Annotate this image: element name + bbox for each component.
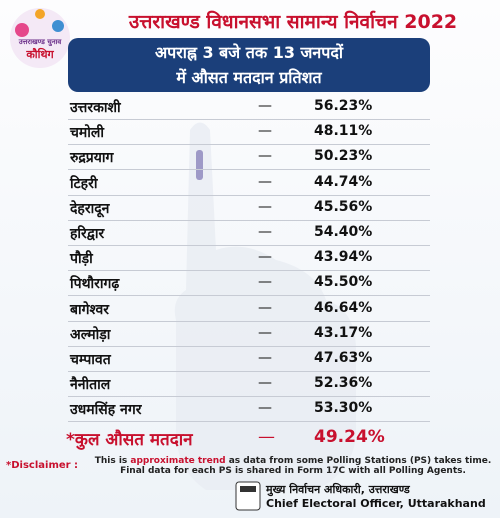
district: उधमसिंह नगर xyxy=(70,402,142,419)
turnout: 50.23% xyxy=(314,148,373,165)
separator: — xyxy=(258,148,272,165)
turnout: 52.36% xyxy=(314,375,373,392)
turnout: 43.17% xyxy=(314,324,373,341)
district: रुद्रप्रयाग xyxy=(70,150,114,167)
turnout: 47.63% xyxy=(314,350,373,366)
separator: — xyxy=(258,274,272,291)
turnout: 56.23% xyxy=(314,98,373,114)
separator: — xyxy=(258,350,272,366)
text: as data from some Polling Stations (PS) … xyxy=(225,456,492,466)
separator: — xyxy=(258,224,272,240)
table-row: देहरादून — 45.56% xyxy=(68,196,430,221)
district: अल्मोड़ा xyxy=(70,326,111,343)
table-row: पिथौरागढ़ — 45.50% xyxy=(68,271,430,297)
turnout: 46.64% xyxy=(314,299,373,316)
banner: अपराह्न 3 बजे तक 13 जनपदों में औसत मतदान… xyxy=(68,38,430,92)
district: पौड़ी xyxy=(70,251,93,268)
title: उत्तराखण्ड विधानसभा सामान्य निर्वाचन 202… xyxy=(128,11,458,33)
turnout: 45.56% xyxy=(314,198,373,215)
disclaimer-line: This is approximate trend as data from s… xyxy=(88,456,498,466)
logo-text: उत्तराखण्ड चुनाव xyxy=(18,38,62,46)
footer: मुख्य निर्वाचन अधिकारी, उत्तराखण्ड Chief… xyxy=(266,482,486,510)
table-row: बागेश्वर — 46.64% xyxy=(68,297,430,322)
separator: — xyxy=(258,98,272,114)
footer-hindi: मुख्य निर्वाचन अधिकारी, उत्तराखण्ड xyxy=(266,483,410,496)
district: हरिद्वार xyxy=(70,226,105,242)
separator: — xyxy=(258,249,272,266)
table-row: टिहरी — 44.74% xyxy=(68,171,430,196)
separator: — xyxy=(258,400,272,417)
turnout: 48.11% xyxy=(314,123,373,140)
table-row: चमोली — 48.11% xyxy=(68,120,430,146)
footer-english: Chief Electoral Officer, Uttarakhand xyxy=(266,497,486,510)
turnout: 54.40% xyxy=(314,224,373,240)
district: बागेश्वर xyxy=(70,301,109,318)
turnout: 53.30% xyxy=(314,400,373,417)
separator: — xyxy=(258,299,272,316)
table-row: उत्तरकाशी — 56.23% xyxy=(68,95,430,120)
table-row: नैनीताल — 52.36% xyxy=(68,372,430,398)
turnout: 43.94% xyxy=(314,249,373,266)
logo-text: कौथिग xyxy=(26,48,54,61)
total-row: *कुल औसत मतदान — 49.24% xyxy=(66,424,430,450)
turnout: 45.50% xyxy=(314,274,373,291)
separator: — xyxy=(258,375,272,392)
table-row: रुद्रप्रयाग — 50.23% xyxy=(68,145,430,171)
separator: — xyxy=(258,427,275,447)
total-label: *कुल औसत मतदान xyxy=(66,430,193,450)
district: चम्पावत xyxy=(70,352,111,368)
disclaimer-label: *Disclaimer : xyxy=(6,460,79,471)
total-turnout: 49.24% xyxy=(314,427,385,447)
emphasis: approximate trend xyxy=(130,456,226,466)
district: देहरादून xyxy=(70,200,110,217)
banner-line: अपराह्न 3 बजे तक 13 जनपदों xyxy=(154,43,344,62)
separator: — xyxy=(258,123,272,140)
separator: — xyxy=(258,324,272,341)
district: नैनीताल xyxy=(70,377,111,394)
table-row: पौड़ी — 43.94% xyxy=(68,246,430,272)
separator: — xyxy=(258,198,272,215)
banner-line: में औसत मतदान प्रतिशत xyxy=(176,68,322,87)
district: उत्तरकाशी xyxy=(70,100,121,116)
district: टिहरी xyxy=(70,175,98,192)
turnout: 44.74% xyxy=(314,173,373,190)
table-row: उधमसिंह नगर — 53.30% xyxy=(68,397,430,423)
district: पिथौरागढ़ xyxy=(70,276,120,293)
table-row: चम्पावत — 47.63% xyxy=(68,347,430,372)
disclaimer-line: Final data for each PS is shared in Form… xyxy=(120,466,466,476)
table-row: हरिद्वार — 54.40% xyxy=(68,221,430,246)
logo: उत्तराखण्ड चुनाव कौथिग xyxy=(8,38,72,62)
separator: — xyxy=(258,173,272,190)
disclaimer: This is approximate trend as data from s… xyxy=(88,456,498,476)
district: चमोली xyxy=(70,125,105,142)
table-row: अल्मोड़ा — 43.17% xyxy=(68,322,430,347)
text: This is xyxy=(94,456,131,466)
